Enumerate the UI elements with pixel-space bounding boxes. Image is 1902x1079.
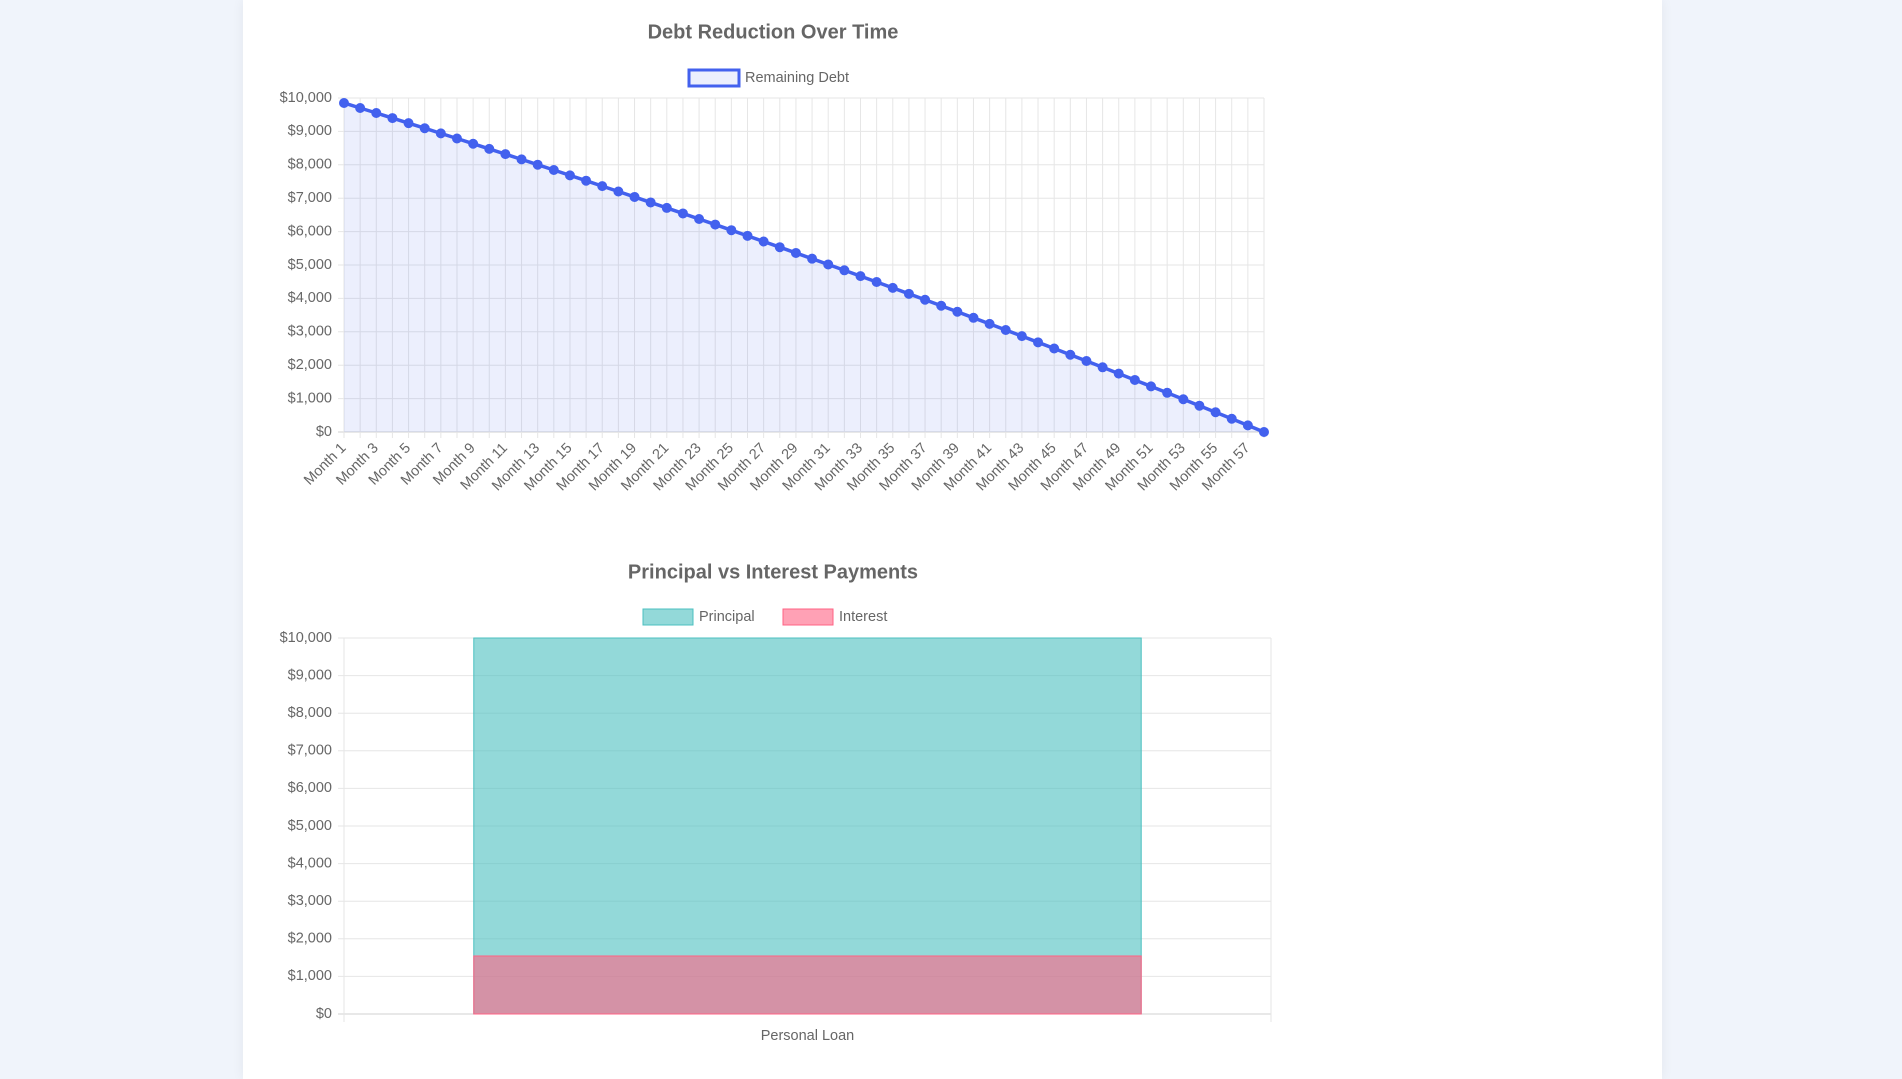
legend-label: Principal — [699, 609, 755, 625]
point — [871, 277, 882, 288]
point — [1259, 427, 1269, 437]
point — [936, 300, 947, 311]
point — [613, 186, 624, 197]
point — [1146, 381, 1157, 392]
point — [387, 113, 398, 124]
legend-swatch — [782, 608, 834, 626]
point — [726, 225, 737, 236]
point — [710, 219, 721, 230]
point — [451, 133, 462, 144]
point — [920, 294, 931, 305]
point — [1033, 337, 1044, 348]
point — [855, 271, 866, 282]
y-tick-label: $8,000 — [288, 157, 332, 173]
point — [1194, 400, 1205, 411]
point — [564, 170, 575, 181]
bar — [473, 637, 1142, 1015]
point — [677, 208, 688, 219]
point — [1162, 387, 1173, 398]
point — [1210, 407, 1221, 418]
point — [339, 97, 349, 108]
point — [887, 282, 898, 293]
point — [1178, 394, 1189, 405]
y-tick-label: $4,000 — [288, 855, 332, 871]
y-tick-label: $1,000 — [288, 390, 332, 406]
point — [1065, 349, 1076, 360]
x-tick-label: Personal Loan — [761, 1028, 855, 1044]
point — [516, 154, 527, 165]
point — [903, 288, 914, 299]
y-tick-label: $10,000 — [280, 90, 332, 106]
y-tick-label: $10,000 — [280, 630, 332, 646]
legend-swatch — [642, 608, 694, 626]
y-tick-label: $1,000 — [288, 968, 332, 984]
point — [839, 265, 850, 276]
y-tick-label: $9,000 — [288, 667, 332, 683]
point — [774, 242, 785, 253]
point — [468, 138, 479, 149]
point — [823, 259, 834, 270]
point — [742, 230, 753, 241]
point — [790, 247, 801, 258]
point — [484, 143, 495, 154]
y-tick-label: $7,000 — [288, 190, 332, 206]
area — [344, 102, 1264, 433]
point — [1129, 374, 1140, 385]
legend-label: Remaining Debt — [745, 70, 849, 86]
point — [952, 306, 963, 317]
point — [403, 118, 414, 129]
point — [1242, 420, 1253, 431]
point — [645, 197, 656, 208]
point — [532, 159, 543, 170]
point — [435, 128, 446, 139]
legend-swatch — [687, 68, 741, 88]
legend-label: Interest — [839, 609, 887, 625]
y-tick-label: $0 — [316, 424, 332, 440]
y-tick-label: $7,000 — [288, 743, 332, 759]
point — [694, 214, 705, 225]
point — [984, 318, 995, 329]
point — [597, 181, 608, 192]
point — [355, 102, 366, 113]
y-tick-label: $4,000 — [288, 290, 332, 306]
chart-title: Debt Reduction Over Time — [648, 21, 899, 43]
y-tick-label: $8,000 — [288, 705, 332, 721]
point — [581, 175, 592, 186]
y-tick-label: $5,000 — [288, 257, 332, 273]
point — [1081, 355, 1092, 366]
point — [1097, 362, 1108, 373]
point — [1049, 343, 1060, 354]
y-tick-label: $5,000 — [288, 818, 332, 834]
y-tick-label: $6,000 — [288, 223, 332, 239]
line — [343, 101, 1265, 434]
point — [807, 253, 818, 264]
bar — [473, 955, 1142, 1015]
y-tick-label: $3,000 — [288, 324, 332, 340]
point — [371, 107, 382, 118]
point — [1016, 331, 1027, 342]
point — [500, 149, 511, 160]
y-tick-label: $0 — [316, 1006, 332, 1022]
y-tick-label: $9,000 — [288, 123, 332, 139]
y-tick-label: $3,000 — [288, 893, 332, 909]
point — [629, 191, 640, 202]
point — [758, 236, 769, 247]
chart-title: Principal vs Interest Payments — [628, 561, 918, 583]
point — [1000, 324, 1011, 335]
point — [661, 202, 672, 213]
point — [1113, 368, 1124, 379]
point — [968, 312, 979, 323]
y-tick-label: $2,000 — [288, 931, 332, 947]
point — [1226, 413, 1237, 424]
y-tick-label: $6,000 — [288, 780, 332, 796]
point — [419, 123, 430, 134]
point — [548, 165, 559, 176]
y-tick-label: $2,000 — [288, 357, 332, 373]
